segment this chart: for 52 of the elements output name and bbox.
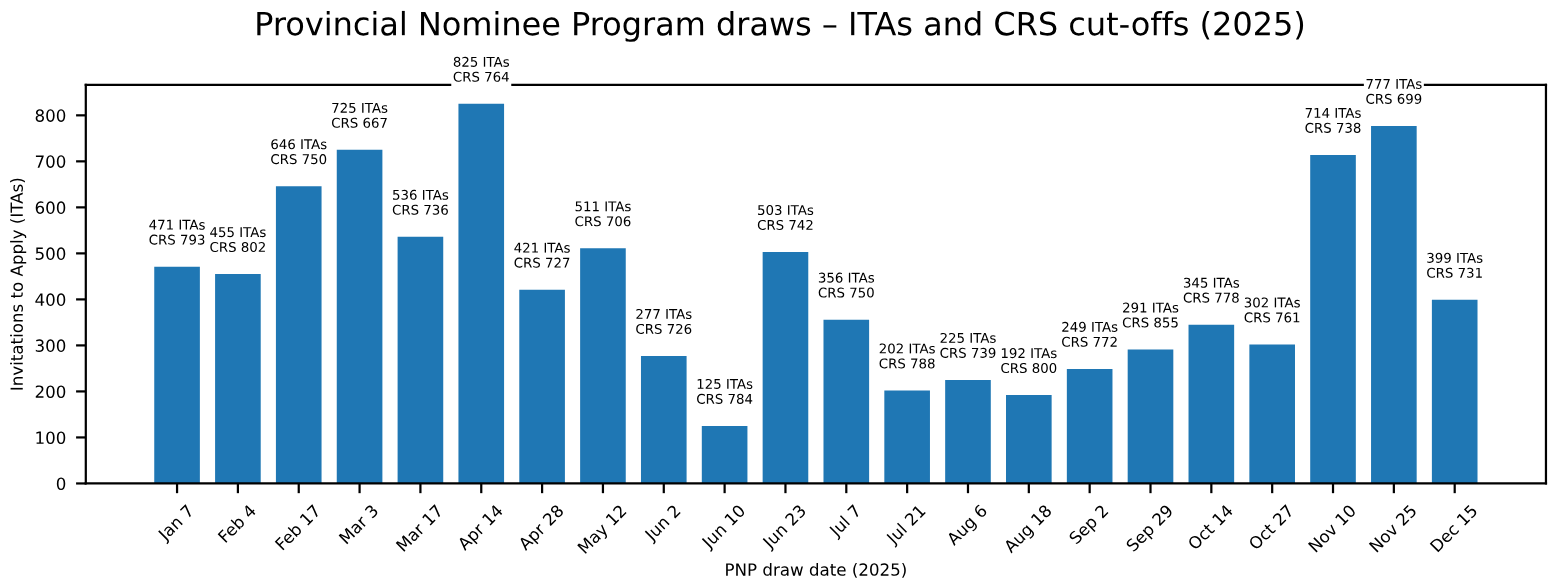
y-tick-label: 400 [35, 293, 66, 306]
x-tick-label: Mar 3 [338, 504, 379, 545]
x-tick-label: Oct 27 [1247, 504, 1295, 551]
chart-title: Provincial Nominee Program draws – ITAs and CRS cut-offs (2025) [257, 10, 1304, 42]
y-tick-label: 600 [35, 201, 66, 214]
bar [823, 319, 870, 484]
x-tick-label: Apr 14 [456, 503, 506, 554]
x-tick-label: Feb 17 [274, 503, 321, 551]
y-tick-label: 500 [35, 247, 66, 260]
bar [275, 186, 322, 484]
bar [580, 248, 626, 484]
y-tick-label: 200 [35, 385, 66, 398]
bar [1310, 154, 1356, 484]
y-tick-label: 0 [56, 477, 66, 491]
x-tick-label: Jan 7 [156, 504, 197, 545]
x-tick-label: Sep 2 [1068, 504, 1111, 547]
bar [701, 425, 748, 484]
x-tick-label: Sep 29 [1125, 503, 1176, 555]
bar [215, 274, 261, 484]
y-tick-label: 300 [35, 339, 66, 352]
x-tick-label: Oct 14 [1186, 503, 1234, 551]
bar [336, 149, 383, 484]
bar [1127, 349, 1174, 484]
x-tick-label: Jun 10 [699, 503, 749, 552]
x-tick-label: Dec 15 [1429, 504, 1478, 553]
x-tick-label: Feb 4 [217, 503, 257, 543]
y-tick-label: 700 [35, 155, 66, 168]
bar [1249, 344, 1295, 484]
bar [762, 252, 809, 484]
x-tick-label: Jun 2 [642, 504, 684, 545]
y-tick-label: 100 [36, 431, 66, 445]
x-tick-label: Jul 21 [884, 503, 929, 548]
x-tick-label: Jun 23 [760, 504, 809, 552]
bar [519, 289, 565, 484]
bar [1066, 368, 1113, 484]
bar [884, 390, 930, 484]
x-tick-label: Mar 17 [395, 504, 444, 552]
x-tick-label: Jul 7 [827, 503, 864, 541]
bar [1431, 299, 1478, 484]
bar [458, 103, 505, 484]
bar [397, 236, 444, 484]
y-tick-label: 800 [35, 109, 66, 122]
bar [1006, 395, 1052, 484]
x-tick-label: Aug 6 [945, 503, 991, 549]
bar [945, 379, 991, 484]
x-tick-label: Apr 28 [517, 503, 567, 554]
x-axis-title: PNP draw date (2025) [726, 562, 906, 578]
bar [154, 266, 200, 484]
bar [1188, 324, 1235, 484]
bar [1371, 125, 1417, 484]
y-axis-title: Invitations to Apply (ITAs) [10, 178, 27, 390]
bar [640, 355, 687, 484]
